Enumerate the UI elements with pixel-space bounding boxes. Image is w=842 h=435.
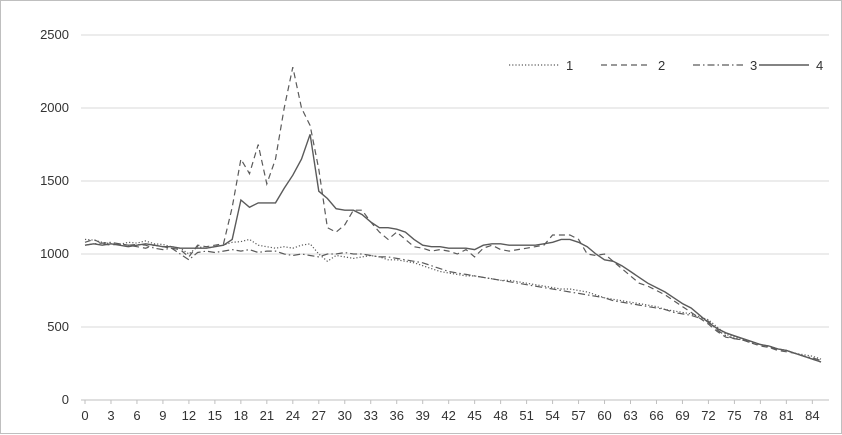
x-tick-label: 57 bbox=[571, 408, 585, 423]
x-tick-label: 12 bbox=[182, 408, 196, 423]
series-line-4 bbox=[84, 134, 822, 363]
x-tick-label: 9 bbox=[159, 408, 166, 423]
y-tick-label: 2500 bbox=[40, 27, 69, 42]
y-tick-label: 1000 bbox=[40, 246, 69, 261]
x-tick-label: 30 bbox=[338, 408, 352, 423]
x-tick-label: 78 bbox=[753, 408, 767, 423]
x-tick-label: 48 bbox=[493, 408, 507, 423]
x-tick-label: 36 bbox=[389, 408, 403, 423]
x-tick-label: 24 bbox=[286, 408, 300, 423]
x-tick-label: 54 bbox=[545, 408, 559, 423]
series-line-1 bbox=[84, 238, 822, 360]
x-tick-label: 33 bbox=[364, 408, 378, 423]
y-tick-label: 2000 bbox=[40, 100, 69, 115]
x-tick-label: 60 bbox=[597, 408, 611, 423]
legend-label-4: 4 bbox=[816, 58, 823, 73]
x-tick-label: 72 bbox=[701, 408, 715, 423]
x-tick-label: 81 bbox=[779, 408, 793, 423]
x-tick-label: 21 bbox=[260, 408, 274, 423]
x-tick-label: 0 bbox=[81, 408, 88, 423]
series-line-3 bbox=[84, 241, 822, 362]
x-tick-label: 75 bbox=[727, 408, 741, 423]
legend-label-1: 1 bbox=[566, 58, 573, 73]
legend-label-2: 2 bbox=[658, 58, 665, 73]
x-tick-label: 15 bbox=[208, 408, 222, 423]
x-tick-label: 3 bbox=[107, 408, 114, 423]
x-tick-label: 18 bbox=[234, 408, 248, 423]
series-line-2 bbox=[84, 66, 822, 363]
x-tick-label: 45 bbox=[467, 408, 481, 423]
x-tick-label: 51 bbox=[519, 408, 533, 423]
x-tick-label: 84 bbox=[805, 408, 819, 423]
x-tick-label: 69 bbox=[675, 408, 689, 423]
legend-label-3: 3 bbox=[750, 58, 757, 73]
y-tick-label: 500 bbox=[47, 319, 69, 334]
x-tick-label: 42 bbox=[441, 408, 455, 423]
x-tick-label: 66 bbox=[649, 408, 663, 423]
x-tick-label: 27 bbox=[312, 408, 326, 423]
x-tick-label: 6 bbox=[133, 408, 140, 423]
y-tick-label: 1500 bbox=[40, 173, 69, 188]
x-tick-label: 39 bbox=[415, 408, 429, 423]
x-tick-label: 63 bbox=[623, 408, 637, 423]
y-tick-label: 0 bbox=[62, 392, 69, 407]
